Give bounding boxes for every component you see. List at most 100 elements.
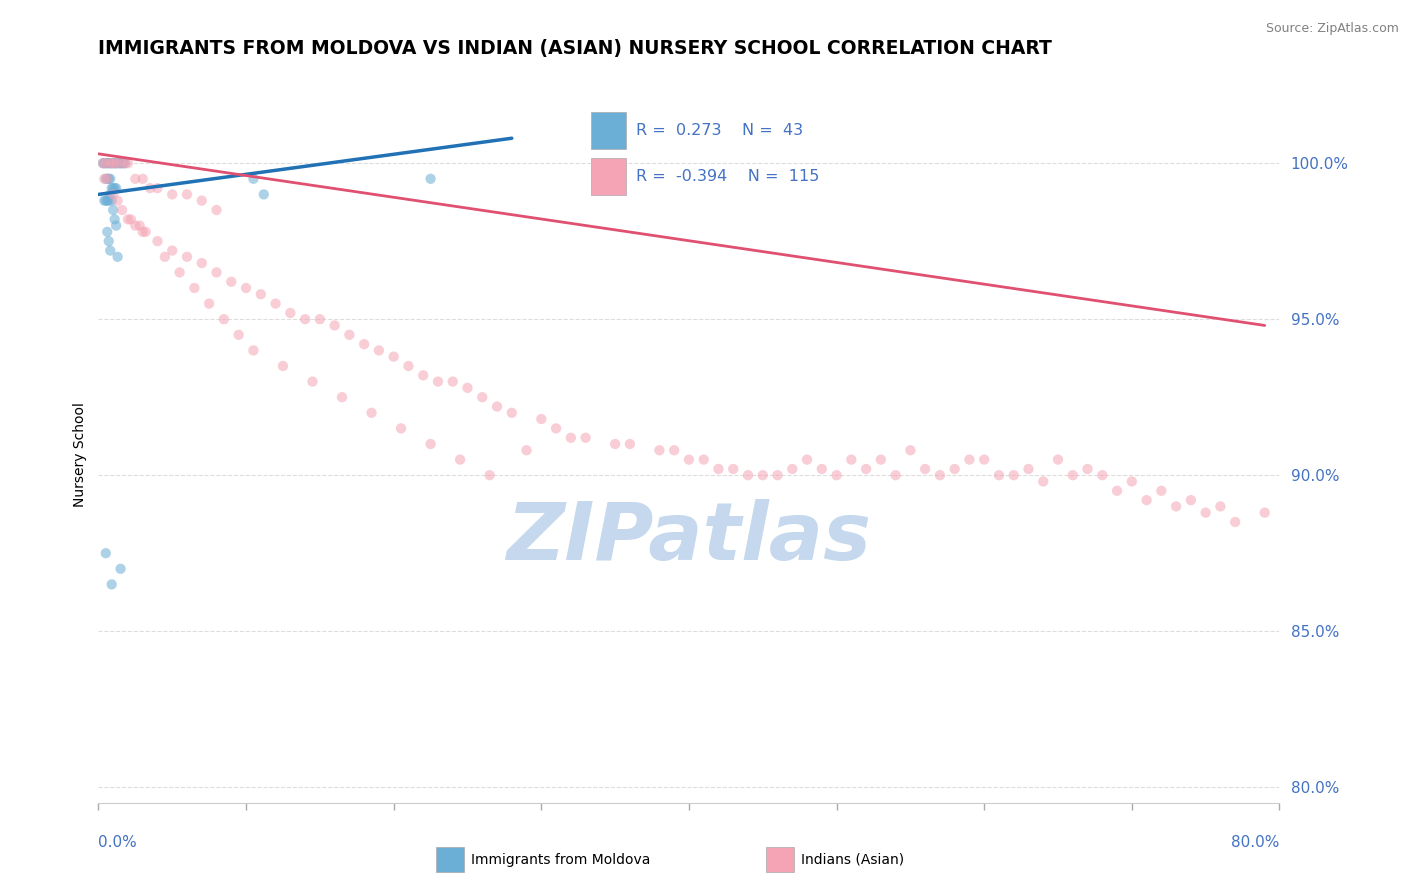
- Point: [427, 375, 450, 389]
- Bar: [591, 112, 626, 149]
- Point: [278, 306, 302, 320]
- Point: [91, 156, 114, 170]
- Point: [1180, 493, 1202, 508]
- Point: [162, 187, 183, 202]
- Point: [250, 287, 273, 301]
- Point: [330, 390, 353, 404]
- Point: [419, 437, 441, 451]
- Point: [810, 462, 832, 476]
- Point: [139, 181, 162, 195]
- Point: [105, 156, 128, 170]
- Text: Indians (Asian): Indians (Asian): [801, 853, 904, 867]
- Point: [301, 375, 323, 389]
- Point: [707, 462, 730, 476]
- Point: [105, 219, 128, 233]
- Point: [1121, 475, 1143, 489]
- Point: [98, 156, 121, 170]
- Point: [191, 256, 214, 270]
- Text: Immigrants from Moldova: Immigrants from Moldova: [471, 853, 651, 867]
- Point: [782, 462, 804, 476]
- Y-axis label: Nursery School: Nursery School: [73, 402, 87, 508]
- Point: [93, 156, 115, 170]
- Point: [1135, 493, 1157, 508]
- Point: [678, 452, 700, 467]
- Point: [132, 171, 155, 186]
- Point: [111, 156, 134, 170]
- Point: [96, 194, 118, 208]
- Point: [560, 431, 582, 445]
- Point: [605, 437, 627, 451]
- Point: [97, 156, 120, 170]
- Point: [94, 156, 117, 170]
- Point: [100, 194, 122, 208]
- Point: [103, 181, 125, 195]
- Point: [111, 202, 134, 217]
- Point: [114, 156, 136, 170]
- Point: [253, 187, 276, 202]
- Point: [1209, 500, 1232, 514]
- Point: [723, 462, 745, 476]
- Point: [94, 156, 117, 170]
- Point: [191, 194, 214, 208]
- Point: [973, 452, 995, 467]
- Point: [766, 468, 789, 483]
- Point: [1032, 475, 1054, 489]
- Point: [124, 219, 146, 233]
- Point: [105, 181, 128, 195]
- Point: [1164, 500, 1187, 514]
- Point: [93, 194, 115, 208]
- Point: [471, 390, 494, 404]
- Point: [1017, 462, 1039, 476]
- Point: [839, 452, 862, 467]
- Point: [93, 171, 115, 186]
- Point: [619, 437, 641, 451]
- Point: [1046, 452, 1069, 467]
- Point: [114, 156, 136, 170]
- Point: [107, 156, 129, 170]
- Point: [1254, 506, 1277, 520]
- Point: [94, 546, 117, 560]
- Point: [98, 244, 121, 258]
- Point: [309, 312, 332, 326]
- Point: [441, 375, 464, 389]
- Point: [1077, 462, 1099, 476]
- Point: [135, 225, 157, 239]
- Point: [117, 212, 139, 227]
- Point: [97, 171, 120, 186]
- Point: [153, 250, 176, 264]
- Point: [900, 443, 922, 458]
- Point: [212, 312, 235, 326]
- Point: [855, 462, 877, 476]
- Point: [693, 452, 716, 467]
- Point: [104, 212, 127, 227]
- Text: R =  0.273    N =  43: R = 0.273 N = 43: [637, 123, 803, 137]
- Point: [486, 400, 509, 414]
- Text: 80.0%: 80.0%: [1232, 836, 1279, 850]
- Point: [1195, 506, 1218, 520]
- Point: [103, 156, 125, 170]
- Point: [353, 337, 375, 351]
- Point: [412, 368, 434, 383]
- Text: R =  -0.394    N =  115: R = -0.394 N = 115: [637, 169, 820, 184]
- Point: [198, 296, 221, 310]
- Point: [110, 156, 132, 170]
- Point: [389, 421, 412, 435]
- Point: [146, 181, 169, 195]
- Point: [449, 452, 471, 467]
- Point: [96, 156, 118, 170]
- Point: [205, 265, 228, 279]
- Point: [751, 468, 773, 483]
- Point: [914, 462, 936, 476]
- Point: [869, 452, 891, 467]
- Point: [100, 181, 122, 195]
- Point: [382, 350, 405, 364]
- Text: ZIPatlas: ZIPatlas: [506, 500, 872, 577]
- Point: [98, 156, 121, 170]
- Point: [1150, 483, 1173, 498]
- Point: [516, 443, 538, 458]
- Point: [107, 250, 129, 264]
- Point: [1223, 515, 1246, 529]
- Point: [103, 202, 125, 217]
- Text: 0.0%: 0.0%: [98, 836, 138, 850]
- Point: [176, 187, 198, 202]
